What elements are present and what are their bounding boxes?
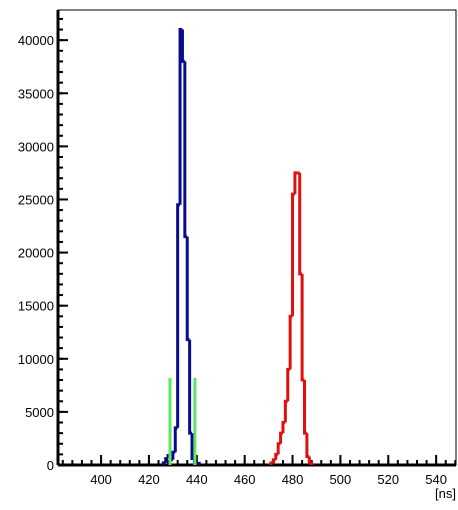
x-tick-label: 420 xyxy=(138,472,160,487)
histogram-bin xyxy=(291,192,295,317)
histogram-bin xyxy=(161,461,166,465)
x-axis-label: [ns] xyxy=(435,486,456,501)
histogram-bin xyxy=(185,236,190,342)
histogram-bin xyxy=(293,171,298,195)
histogram-bin xyxy=(176,203,181,428)
x-tick-label: 400 xyxy=(90,472,112,487)
y-tick-label: 40000 xyxy=(18,33,54,48)
histogram-bin xyxy=(305,433,310,459)
y-tick-label: 10000 xyxy=(18,352,54,367)
histogram-bin xyxy=(183,61,188,239)
y-tick-label: 5000 xyxy=(25,405,54,420)
histogram-bin xyxy=(281,421,286,434)
histogram-bin xyxy=(271,458,276,463)
histogram-bin xyxy=(303,380,307,435)
x-tick-label: 540 xyxy=(425,472,447,487)
histogram-bin xyxy=(286,367,291,402)
x-tick-label: 440 xyxy=(186,472,208,487)
y-tick-label: 20000 xyxy=(18,246,54,261)
x-tick-label: 460 xyxy=(234,472,256,487)
x-tick-label: 480 xyxy=(282,472,304,487)
histogram-bin xyxy=(307,456,314,465)
x-tick-label: 500 xyxy=(330,472,352,487)
y-tick-label: 0 xyxy=(47,458,54,473)
y-tick-label: 30000 xyxy=(18,139,54,154)
histogram-bin xyxy=(279,431,283,444)
histogram-bin xyxy=(195,461,201,465)
x-tick-label: 520 xyxy=(377,472,399,487)
histogram-bin xyxy=(188,339,193,435)
frame xyxy=(57,9,457,466)
histogram-bin xyxy=(298,172,303,276)
histogram-bin xyxy=(274,452,279,460)
histogram-bin xyxy=(283,399,288,423)
histogram-bin xyxy=(276,442,281,455)
histogram-bin xyxy=(171,450,176,460)
histogram-bin xyxy=(180,29,185,63)
histogram-bin xyxy=(300,273,305,382)
y-tick-label: 25000 xyxy=(18,192,54,207)
histogram-bin xyxy=(269,461,274,465)
y-tick-label: 15000 xyxy=(18,299,54,314)
histogram-bin xyxy=(173,426,178,453)
histogram-bin xyxy=(288,314,293,370)
y-tick-label: 35000 xyxy=(18,86,54,101)
